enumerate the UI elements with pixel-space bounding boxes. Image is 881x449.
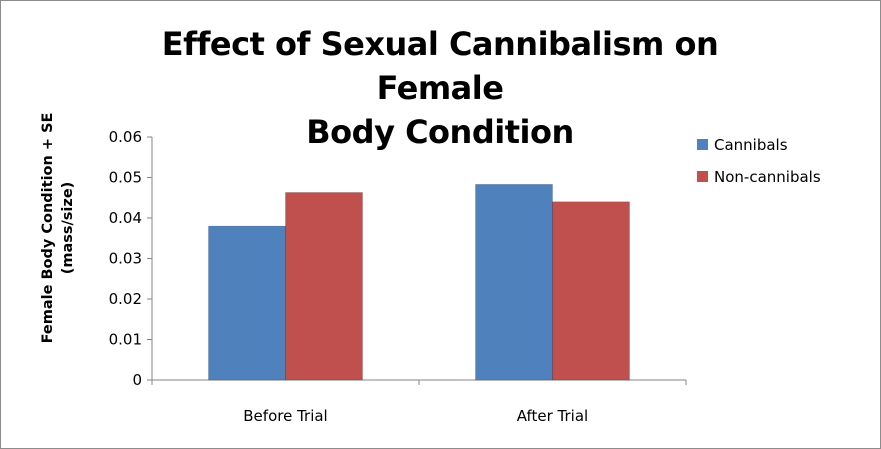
y-tick-label: 0.02 — [109, 290, 142, 308]
x-category-labels: Before Trial After Trial — [243, 407, 588, 425]
y-tick-labels: 0 0.01 0.02 0.03 0.04 0.05 0.06 — [109, 128, 142, 389]
legend: Cannibals Non-cannibals — [697, 136, 821, 186]
bar-non-cannibals-before-trial — [285, 192, 363, 381]
y-axis-title-line-2: (mass/size) — [60, 182, 76, 275]
y-tick-label: 0.01 — [109, 331, 142, 349]
y-tick-label: 0 — [132, 371, 142, 389]
chart-title-line-2: Body Condition — [306, 113, 574, 151]
chart-title: Effect of Sexual Cannibalism on Female B… — [120, 22, 760, 154]
bar-non-cannibals-after-trial — [552, 201, 630, 381]
y-axis-title: Female Body Condition + SE (mass/size) — [40, 113, 76, 344]
y-tick-label: 0.05 — [109, 169, 142, 187]
x-category-label: Before Trial — [243, 407, 327, 425]
legend-swatch — [697, 171, 708, 182]
legend-label: Cannibals — [714, 136, 788, 154]
bar-cannibals-after-trial — [475, 184, 553, 381]
x-category-label: After Trial — [517, 407, 588, 425]
chart-title-line-1: Effect of Sexual Cannibalism on Female — [161, 25, 719, 107]
bar-cannibals-before-trial — [208, 225, 286, 381]
legend-swatch — [697, 139, 708, 150]
y-axis-title-line-1: Female Body Condition + SE — [40, 113, 56, 344]
legend-label: Non-cannibals — [714, 168, 821, 186]
bars — [208, 184, 630, 381]
y-tick-label: 0.04 — [109, 209, 142, 227]
y-tick-label: 0.06 — [109, 128, 142, 146]
y-tick-label: 0.03 — [109, 250, 142, 268]
